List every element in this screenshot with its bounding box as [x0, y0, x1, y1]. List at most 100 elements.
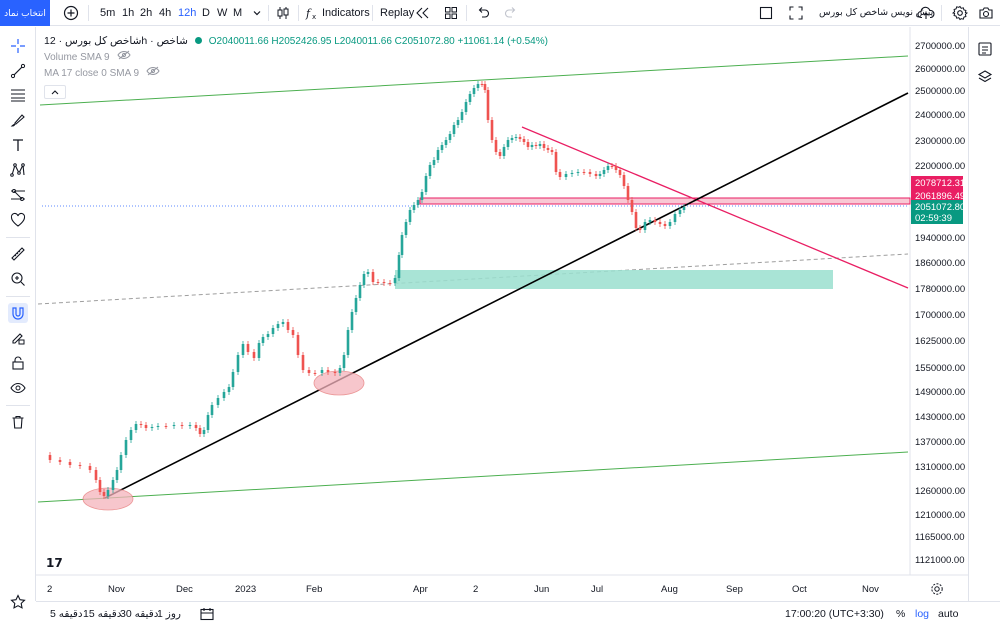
interval-1h[interactable]: 1h [122, 7, 135, 19]
replay-button[interactable]: Replay [380, 7, 415, 19]
candle-body [382, 282, 386, 283]
cloud-save-icon[interactable] [917, 4, 935, 22]
replay-rewind-icon[interactable] [413, 4, 431, 22]
heart-icon[interactable] [8, 210, 28, 230]
descending-trend-line[interactable] [521, 126, 909, 289]
price-tick-label: 1490000.00 [915, 387, 965, 398]
interval-d[interactable]: D [202, 7, 210, 19]
text-tool-icon[interactable] [8, 135, 28, 155]
range-30m[interactable]: 30 دقیقه [120, 608, 159, 620]
candle-body [216, 398, 220, 405]
indicators-button[interactable]: Indicators [322, 7, 370, 19]
range-1d[interactable]: 1 روز [157, 608, 181, 620]
layers-icon[interactable] [975, 67, 995, 87]
tradingview-logo[interactable]: 17 [46, 556, 63, 570]
range-15m[interactable]: 15 دقیقه [83, 608, 122, 620]
candle-body [376, 282, 380, 283]
candle-body [534, 145, 538, 146]
price-axis[interactable] [910, 27, 968, 575]
favorites-star-icon[interactable] [8, 592, 28, 612]
range-5m[interactable]: 5 دقیقه [50, 608, 83, 620]
channel-upper-line[interactable] [39, 55, 909, 106]
date-range-calendar-icon[interactable] [198, 605, 216, 623]
drawing-toolbar [0, 27, 36, 609]
trend-line-icon[interactable] [8, 61, 28, 81]
layout-grid-icon[interactable] [442, 4, 460, 22]
log-toggle[interactable]: log [915, 608, 930, 620]
settings-gear-icon[interactable] [951, 4, 969, 22]
fib-lines-icon[interactable] [8, 85, 28, 105]
ascending-trend-line[interactable] [104, 92, 909, 499]
watchlist-icon[interactable] [975, 39, 995, 59]
symbol-title[interactable]: شاخص کل بورس · 12h · شاخص [44, 35, 188, 47]
symbol-search-button[interactable]: انتخاب نماد [0, 0, 50, 26]
undo-icon[interactable] [474, 4, 492, 22]
chart-pane[interactable]: 2700000.00 2600000.00 2500000.00 2400000.00… [36, 27, 968, 601]
legend-collapse-button[interactable] [44, 85, 66, 99]
demand-zone[interactable] [395, 270, 833, 289]
candle-body [468, 94, 472, 102]
ma-indicator-label[interactable]: MA 17 close 0 SMA 9 [44, 68, 140, 79]
interval-4h[interactable]: 4h [159, 7, 172, 19]
volume-indicator-label[interactable]: Volume SMA 9 [44, 52, 110, 63]
price-tick-label: 1210000.00 [915, 510, 965, 521]
brush-icon[interactable] [8, 110, 28, 130]
percent-toggle[interactable]: % [896, 608, 906, 620]
candle-body [448, 134, 452, 140]
interval-2h[interactable]: 2h [140, 7, 153, 19]
magnet-icon[interactable] [8, 303, 28, 323]
time-label: Aug [661, 584, 678, 595]
candlestick-series [48, 81, 686, 499]
candle-body [452, 125, 456, 134]
compare-add-icon[interactable] [62, 4, 80, 22]
lock-pencil-icon[interactable] [8, 328, 28, 348]
time-label: 2 [47, 584, 52, 595]
ruler-icon[interactable] [8, 244, 28, 264]
crosshair-icon[interactable] [8, 36, 28, 56]
layout-name[interactable]: پیش نویس شاخص کل بورس [819, 7, 934, 18]
candle-body [172, 425, 176, 426]
candle-body [416, 200, 420, 205]
time-label: Sep [726, 584, 743, 595]
redo-icon[interactable] [502, 4, 520, 22]
candle-body [576, 172, 580, 173]
right-sidebar [968, 27, 1000, 601]
fullscreen-square-icon[interactable] [757, 4, 775, 22]
zoom-in-icon[interactable] [8, 269, 28, 289]
interval-w[interactable]: W [217, 7, 228, 19]
interval-12h[interactable]: 12h [178, 7, 197, 19]
eye-icon[interactable] [8, 378, 28, 398]
candle-body [271, 328, 275, 334]
candle-body [663, 224, 667, 226]
price-tick-label: 1165000.00 [915, 532, 965, 543]
candle-body [464, 102, 468, 112]
axis-settings-gear-icon[interactable] [931, 583, 943, 595]
candle-body [210, 405, 214, 415]
highlight-ellipse-2[interactable] [313, 370, 365, 396]
candle-body [88, 466, 92, 470]
svg-text:2051072.80: 2051072.80 [915, 202, 965, 213]
pattern-icon[interactable] [8, 160, 28, 180]
candle-body [673, 214, 677, 222]
trash-icon[interactable] [8, 412, 28, 432]
candle-body [494, 140, 498, 152]
auto-toggle[interactable]: auto [938, 608, 959, 620]
candle-body [291, 330, 295, 335]
candle-body [326, 370, 330, 372]
ma-eye-icon[interactable] [146, 65, 160, 81]
interval-m[interactable]: M [233, 7, 243, 19]
prediction-measure-icon[interactable] [8, 185, 28, 205]
channel-lower-line[interactable] [37, 451, 909, 503]
resistance-zone[interactable] [419, 197, 911, 205]
snapshot-camera-icon[interactable] [977, 4, 995, 22]
candles-type-icon[interactable] [274, 4, 292, 22]
clock-time[interactable]: 17:00:20 (UTC+3:30) [785, 608, 884, 620]
volume-eye-icon[interactable] [116, 49, 131, 65]
candle-body [371, 272, 375, 282]
lock-icon[interactable] [8, 353, 28, 373]
time-axis[interactable]: 2 Nov Dec 2023 Feb Apr 2 Jun Jul Aug Sep… [47, 584, 879, 595]
interval-dropdown-icon[interactable] [248, 4, 266, 22]
expand-icon[interactable] [787, 4, 805, 22]
interval-5m[interactable]: 5m [100, 7, 116, 19]
